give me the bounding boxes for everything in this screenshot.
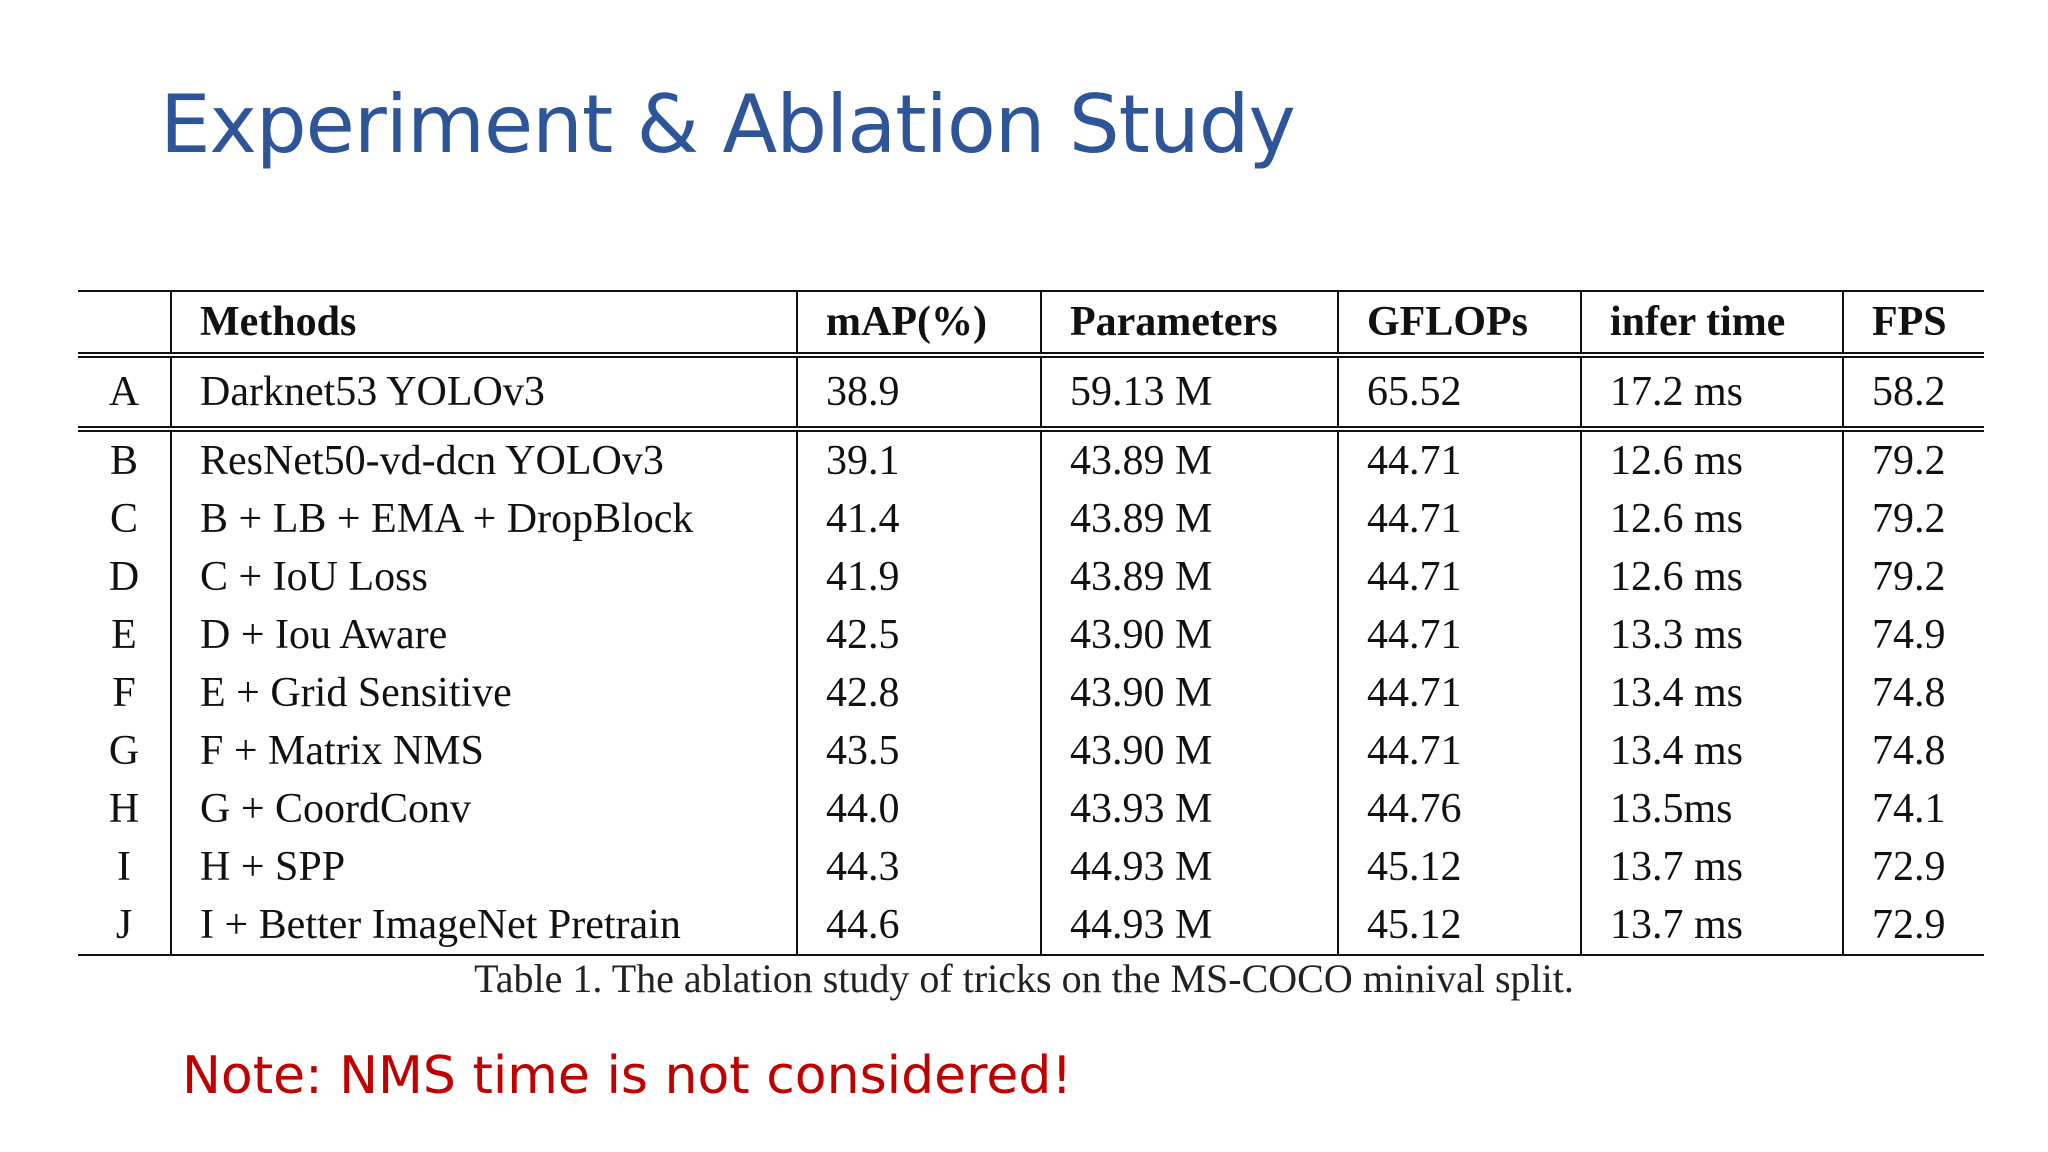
cell-gflops: 44.71 [1337, 429, 1581, 490]
cell-method: E + Grid Sensitive [170, 664, 797, 722]
cell-map: 44.3 [796, 838, 1041, 896]
cell-method: ResNet50-vd-dcn YOLOv3 [170, 429, 797, 490]
ablation-table: Methods mAP(%) Parameters GFLOPs infer t… [78, 290, 1984, 956]
cell-infer-time: 12.6 ms [1580, 548, 1843, 606]
cell-gflops: 44.71 [1337, 606, 1581, 664]
slide-title: Experiment & Ablation Study [160, 78, 1296, 171]
table-header: Methods mAP(%) Parameters GFLOPs infer t… [78, 290, 1984, 358]
cell-gflops: 44.71 [1337, 664, 1581, 722]
cell-map: 41.9 [796, 548, 1041, 606]
header-infer-time: infer time [1580, 290, 1843, 358]
cell-id: E [111, 612, 137, 658]
cell-method: C + IoU Loss [170, 548, 797, 606]
cell-fps: 74.8 [1842, 722, 1984, 780]
cell-map: 38.9 [796, 355, 1041, 432]
cell-parameters: 43.90 M [1040, 722, 1338, 780]
cell-gflops: 44.71 [1337, 548, 1581, 606]
cell-infer-time: 13.5ms [1580, 780, 1843, 838]
ablation-rows: B ResNet50-vd-dcn YOLOv3 39.1 43.89 M 44.71 1… [78, 429, 1984, 956]
cell-fps: 74.1 [1842, 780, 1984, 838]
header-map: mAP(%) [796, 290, 1041, 358]
cell-infer-time: 17.2 ms [1580, 355, 1843, 432]
cell-map: 44.0 [796, 780, 1041, 838]
cell-infer-time: 13.4 ms [1580, 664, 1843, 722]
cell-fps: 74.8 [1842, 664, 1984, 722]
cell-id: A [78, 355, 171, 432]
cell-parameters: 43.90 M [1040, 664, 1338, 722]
cell-parameters: 44.93 M [1040, 838, 1338, 896]
cell-parameters: 43.89 M [1040, 490, 1338, 548]
cell-method: D + Iou Aware [170, 606, 797, 664]
table-row: I H + SPP 44.3 44.93 M 45.12 13.7 ms 72.9 [78, 838, 1984, 896]
cell-infer-time: 13.7 ms [1580, 896, 1843, 956]
cell-id: I [117, 844, 131, 890]
cell-method: I + Better ImageNet Pretrain [170, 896, 797, 956]
cell-infer-time: 13.4 ms [1580, 722, 1843, 780]
cell-id: B [109, 438, 138, 484]
table-row: D C + IoU Loss 41.9 43.89 M 44.71 12.6 ms 79.2 [78, 548, 1984, 606]
table-caption: Table 1. The ablation study of tricks on… [474, 956, 1574, 1001]
cell-method: Darknet53 YOLOv3 [170, 355, 797, 432]
cell-map: 44.6 [796, 896, 1041, 956]
cell-method: G + CoordConv [170, 780, 797, 838]
cell-fps: 72.9 [1842, 838, 1984, 896]
cell-fps: 74.9 [1842, 606, 1984, 664]
cell-method: H + SPP [170, 838, 797, 896]
header-methods: Methods [170, 290, 797, 358]
header-parameters: Parameters [1040, 290, 1338, 358]
cell-parameters: 43.93 M [1040, 780, 1338, 838]
cell-map: 42.8 [796, 664, 1041, 722]
table-row: G F + Matrix NMS 43.5 43.90 M 44.71 13.4 ms 74… [78, 722, 1984, 780]
cell-gflops: 65.52 [1337, 355, 1581, 432]
cell-id: H [108, 786, 140, 832]
cell-parameters: 43.89 M [1040, 548, 1338, 606]
cell-gflops: 45.12 [1337, 838, 1581, 896]
ablation-table-container: Methods mAP(%) Parameters GFLOPs infer t… [78, 290, 1984, 956]
header-row: Methods mAP(%) Parameters GFLOPs infer t… [78, 290, 1984, 358]
cell-infer-time: 13.7 ms [1580, 838, 1843, 896]
cell-id: J [78, 896, 171, 956]
cell-method: B + LB + EMA + DropBlock [170, 490, 797, 548]
table-row-baseline: A Darknet53 YOLOv3 38.9 59.13 M 65.52 17… [78, 355, 1984, 432]
cell-fps: 79.2 [1842, 548, 1984, 606]
nms-note: Note: NMS time is not considered! [182, 1046, 1073, 1106]
header-id [78, 290, 171, 358]
cell-fps: 58.2 [1842, 355, 1984, 432]
header-fps: FPS [1842, 290, 1984, 358]
table-row: E D + Iou Aware 42.5 43.90 M 44.71 13.3 ms 74.… [78, 606, 1984, 664]
cell-gflops: 45.12 [1337, 896, 1581, 956]
cell-parameters: 59.13 M [1040, 355, 1338, 432]
cell-id: C [109, 496, 138, 542]
cell-parameters: 44.93 M [1040, 896, 1338, 956]
cell-id: F [112, 670, 136, 716]
cell-fps: 79.2 [1842, 490, 1984, 548]
cell-gflops: 44.76 [1337, 780, 1581, 838]
cell-gflops: 44.71 [1337, 490, 1581, 548]
header-gflops: GFLOPs [1337, 290, 1581, 358]
table-row: H G + CoordConv 44.0 43.93 M 44.76 13.5ms 74.1 [78, 780, 1984, 838]
cell-infer-time: 12.6 ms [1580, 429, 1843, 490]
cell-parameters: 43.89 M [1040, 429, 1338, 490]
table-row: F E + Grid Sensitive 42.8 43.90 M 44.71 13.4 … [78, 664, 1984, 722]
cell-fps: 79.2 [1842, 429, 1984, 490]
cell-parameters: 43.90 M [1040, 606, 1338, 664]
cell-fps: 72.9 [1842, 896, 1984, 956]
cell-map: 43.5 [796, 722, 1041, 780]
cell-infer-time: 12.6 ms [1580, 490, 1843, 548]
baseline-body: A Darknet53 YOLOv3 38.9 59.13 M 65.52 17… [78, 355, 1984, 432]
cell-method: F + Matrix NMS [170, 722, 797, 780]
table-row: B ResNet50-vd-dcn YOLOv3 39.1 43.89 M 44.71 1… [78, 429, 1984, 490]
cell-map: 42.5 [796, 606, 1041, 664]
table-row: C B + LB + EMA + DropBlock 41.4 43.89 M 44.7… [78, 490, 1984, 548]
cell-map: 39.1 [796, 429, 1041, 490]
cell-map: 41.4 [796, 490, 1041, 548]
cell-id: G [108, 728, 140, 774]
cell-id: D [108, 554, 140, 600]
cell-gflops: 44.71 [1337, 722, 1581, 780]
cell-infer-time: 13.3 ms [1580, 606, 1843, 664]
